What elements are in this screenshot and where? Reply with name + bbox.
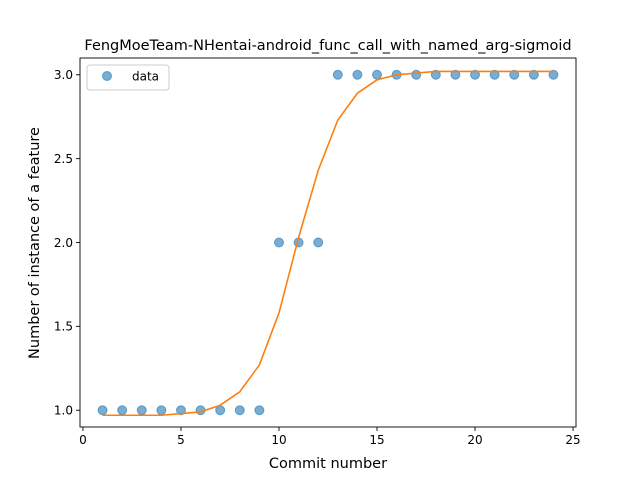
y-tick-label: 3.0 bbox=[54, 68, 73, 82]
data-point bbox=[430, 69, 441, 80]
x-tick-label: 10 bbox=[271, 433, 286, 447]
x-tick-label: 25 bbox=[565, 433, 580, 447]
y-tick-label: 2.5 bbox=[54, 152, 73, 166]
y-tick-label: 2.0 bbox=[54, 236, 73, 250]
legend-label-data: data bbox=[132, 70, 159, 84]
y-tick-label: 1.0 bbox=[54, 404, 73, 418]
data-point bbox=[352, 69, 363, 80]
chart-title: FengMoeTeam-NHentai-android_func_call_wi… bbox=[84, 38, 571, 54]
data-point bbox=[509, 69, 520, 80]
data-point bbox=[489, 69, 500, 80]
data-point bbox=[528, 69, 539, 80]
x-tick-label: 5 bbox=[177, 433, 185, 447]
data-point bbox=[175, 405, 186, 416]
y-axis-label: Number of instance of a feature bbox=[27, 127, 43, 359]
x-tick-label: 15 bbox=[369, 433, 384, 447]
x-axis-label: Commit number bbox=[269, 456, 387, 472]
data-point bbox=[273, 237, 284, 248]
x-tick-label: 20 bbox=[467, 433, 482, 447]
x-tick-label: 0 bbox=[79, 433, 87, 447]
plot-area bbox=[97, 69, 559, 417]
data-point bbox=[313, 237, 324, 248]
data-point bbox=[136, 405, 147, 416]
axes: 0 5 10 15 20 25 1.0 1.5 2.0 2.5 3.0 bbox=[54, 57, 581, 447]
sigmoid-fit-line bbox=[102, 70, 554, 417]
data-point bbox=[411, 69, 422, 80]
data-point bbox=[117, 405, 128, 416]
legend-marker-data bbox=[102, 71, 112, 81]
data-point bbox=[156, 405, 167, 416]
legend: data bbox=[86, 64, 170, 91]
data-point bbox=[470, 69, 481, 80]
data-point bbox=[450, 69, 461, 80]
data-point bbox=[332, 69, 343, 80]
data-point bbox=[234, 405, 245, 416]
data-point bbox=[372, 69, 383, 80]
data-point bbox=[548, 69, 559, 80]
data-point bbox=[97, 405, 108, 416]
y-tick-label: 1.5 bbox=[54, 320, 73, 334]
data-point bbox=[254, 405, 265, 416]
